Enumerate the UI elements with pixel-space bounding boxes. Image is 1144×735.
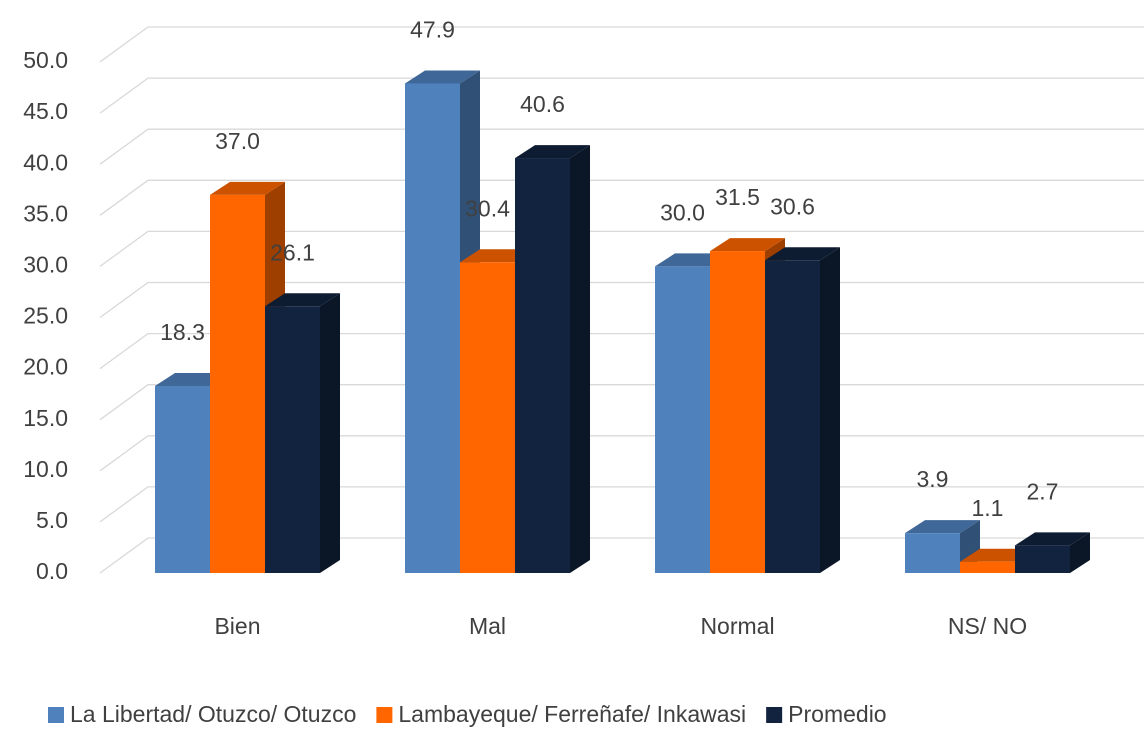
y-tick-label: 35.0 bbox=[23, 200, 68, 226]
bar-top bbox=[765, 247, 840, 261]
bar-front bbox=[460, 262, 515, 573]
x-tick-label: NS/ NO bbox=[948, 613, 1027, 639]
bar bbox=[515, 145, 590, 573]
legend-label: Lambayeque/ Ferreñafe/ Inkawasi bbox=[398, 701, 746, 727]
y-tick-label: 10.0 bbox=[23, 456, 68, 482]
bar-side bbox=[1070, 532, 1090, 573]
y-tick-label: 30.0 bbox=[23, 251, 68, 277]
bar-top bbox=[1015, 532, 1090, 546]
grid-line bbox=[99, 179, 1144, 216]
data-label: 31.5 bbox=[715, 184, 760, 210]
data-label: 2.7 bbox=[1027, 478, 1059, 504]
y-tick-label: 40.0 bbox=[23, 149, 68, 175]
bar bbox=[265, 293, 340, 573]
bar-side bbox=[570, 145, 590, 573]
bar-front bbox=[960, 561, 1015, 573]
data-label: 26.1 bbox=[270, 239, 315, 265]
grid-line bbox=[99, 128, 1144, 165]
y-tick-label: 45.0 bbox=[23, 98, 68, 124]
legend-label: Promedio bbox=[788, 701, 886, 727]
data-label: 30.4 bbox=[465, 195, 510, 221]
bar-front bbox=[765, 260, 820, 573]
bar-front bbox=[210, 194, 265, 574]
bar-top bbox=[905, 520, 980, 534]
y-tick-label: 0.0 bbox=[36, 558, 68, 584]
data-label: 40.6 bbox=[520, 91, 565, 117]
data-label: 1.1 bbox=[972, 495, 1004, 521]
bar bbox=[765, 247, 840, 573]
legend-swatch bbox=[766, 707, 783, 723]
y-tick-label: 5.0 bbox=[36, 507, 68, 533]
y-tick-label: 50.0 bbox=[23, 47, 68, 73]
data-label: 37.0 bbox=[215, 128, 260, 154]
data-label: 30.6 bbox=[770, 193, 815, 219]
grid-line bbox=[99, 230, 1144, 267]
bar-side bbox=[820, 247, 840, 573]
legend-label: La Libertad/ Otuzco/ Otuzco bbox=[70, 701, 356, 727]
bar-top bbox=[265, 293, 340, 307]
bar-side bbox=[320, 293, 340, 573]
bar-front bbox=[905, 533, 960, 573]
bar-front bbox=[405, 83, 460, 573]
bar-front bbox=[655, 266, 710, 573]
legend-swatch bbox=[48, 707, 64, 723]
x-tick-label: Normal bbox=[700, 613, 774, 639]
bar-top bbox=[710, 238, 785, 252]
bar-top bbox=[405, 70, 480, 84]
grid-line bbox=[99, 26, 1144, 63]
y-tick-label: 25.0 bbox=[23, 303, 68, 329]
data-label: 47.9 bbox=[410, 17, 455, 43]
bar-front bbox=[515, 158, 570, 573]
bar-front bbox=[265, 306, 320, 573]
y-tick-label: 20.0 bbox=[23, 354, 68, 380]
bar-top bbox=[210, 181, 285, 195]
bar-front bbox=[155, 385, 210, 573]
bar bbox=[210, 181, 285, 574]
x-tick-label: Bien bbox=[214, 613, 260, 639]
bar-front bbox=[710, 251, 765, 573]
bar bbox=[1015, 532, 1090, 573]
bar-top bbox=[515, 145, 590, 159]
grid-line bbox=[99, 77, 1144, 114]
bar-front bbox=[1015, 545, 1070, 573]
x-tick-label: Mal bbox=[469, 613, 506, 639]
y-tick-label: 15.0 bbox=[23, 405, 68, 431]
data-label: 30.0 bbox=[660, 199, 705, 225]
data-label: 18.3 bbox=[160, 319, 205, 345]
legend-swatch bbox=[376, 707, 393, 723]
data-label: 3.9 bbox=[917, 466, 949, 492]
